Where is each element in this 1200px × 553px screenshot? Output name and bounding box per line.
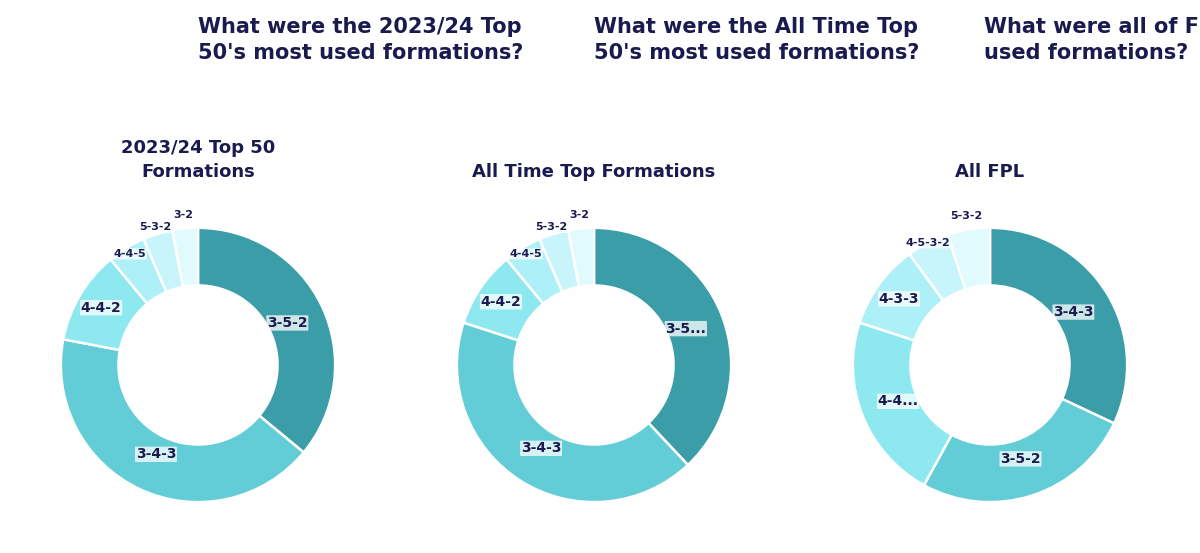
Text: 4-4-2: 4-4-2: [481, 295, 521, 309]
Wedge shape: [457, 322, 688, 502]
Text: 3-5-2: 3-5-2: [1001, 452, 1040, 466]
Wedge shape: [594, 228, 731, 465]
Text: 5-3-2: 5-3-2: [535, 222, 568, 232]
Text: 5-3-2: 5-3-2: [139, 222, 172, 232]
Text: What were the 2023/24 Top
50's most used formations?: What were the 2023/24 Top 50's most used…: [198, 17, 523, 63]
Text: 4-5-3-2: 4-5-3-2: [905, 238, 950, 248]
Title: All FPL: All FPL: [955, 163, 1025, 181]
Wedge shape: [569, 228, 594, 287]
Wedge shape: [924, 399, 1114, 502]
Text: 3-2: 3-2: [174, 210, 194, 220]
Wedge shape: [61, 340, 304, 502]
Title: All Time Top Formations: All Time Top Formations: [473, 163, 715, 181]
Wedge shape: [110, 239, 167, 304]
Text: 3-5...: 3-5...: [665, 322, 707, 336]
Text: 4-3-3: 4-3-3: [878, 292, 919, 306]
Wedge shape: [173, 228, 198, 287]
Text: 3-4-3: 3-4-3: [136, 447, 176, 461]
Text: 3-2: 3-2: [570, 210, 590, 220]
Wedge shape: [506, 239, 563, 304]
Wedge shape: [910, 234, 966, 301]
Text: 3-5-2: 3-5-2: [268, 316, 307, 330]
Wedge shape: [64, 259, 148, 350]
Text: 4-4-2: 4-4-2: [80, 301, 121, 315]
Wedge shape: [144, 230, 184, 292]
Wedge shape: [853, 322, 952, 485]
Text: 3-4-3: 3-4-3: [1054, 305, 1093, 319]
Wedge shape: [859, 254, 943, 341]
Text: 4-4...: 4-4...: [877, 394, 919, 408]
Wedge shape: [948, 228, 990, 289]
Wedge shape: [198, 228, 335, 452]
Wedge shape: [463, 259, 544, 341]
Text: What were all of FPL's most
used formations?: What were all of FPL's most used formati…: [984, 17, 1200, 63]
Text: 4-4-5: 4-4-5: [510, 249, 542, 259]
Title: 2023/24 Top 50
Formations: 2023/24 Top 50 Formations: [121, 139, 275, 181]
Text: 3-4-3: 3-4-3: [521, 441, 562, 455]
Wedge shape: [540, 230, 580, 292]
Text: 5-3-2: 5-3-2: [950, 211, 983, 221]
Text: What were the All Time Top
50's most used formations?: What were the All Time Top 50's most use…: [594, 17, 919, 63]
Wedge shape: [990, 228, 1127, 424]
Text: 4-4-5: 4-4-5: [114, 249, 146, 259]
